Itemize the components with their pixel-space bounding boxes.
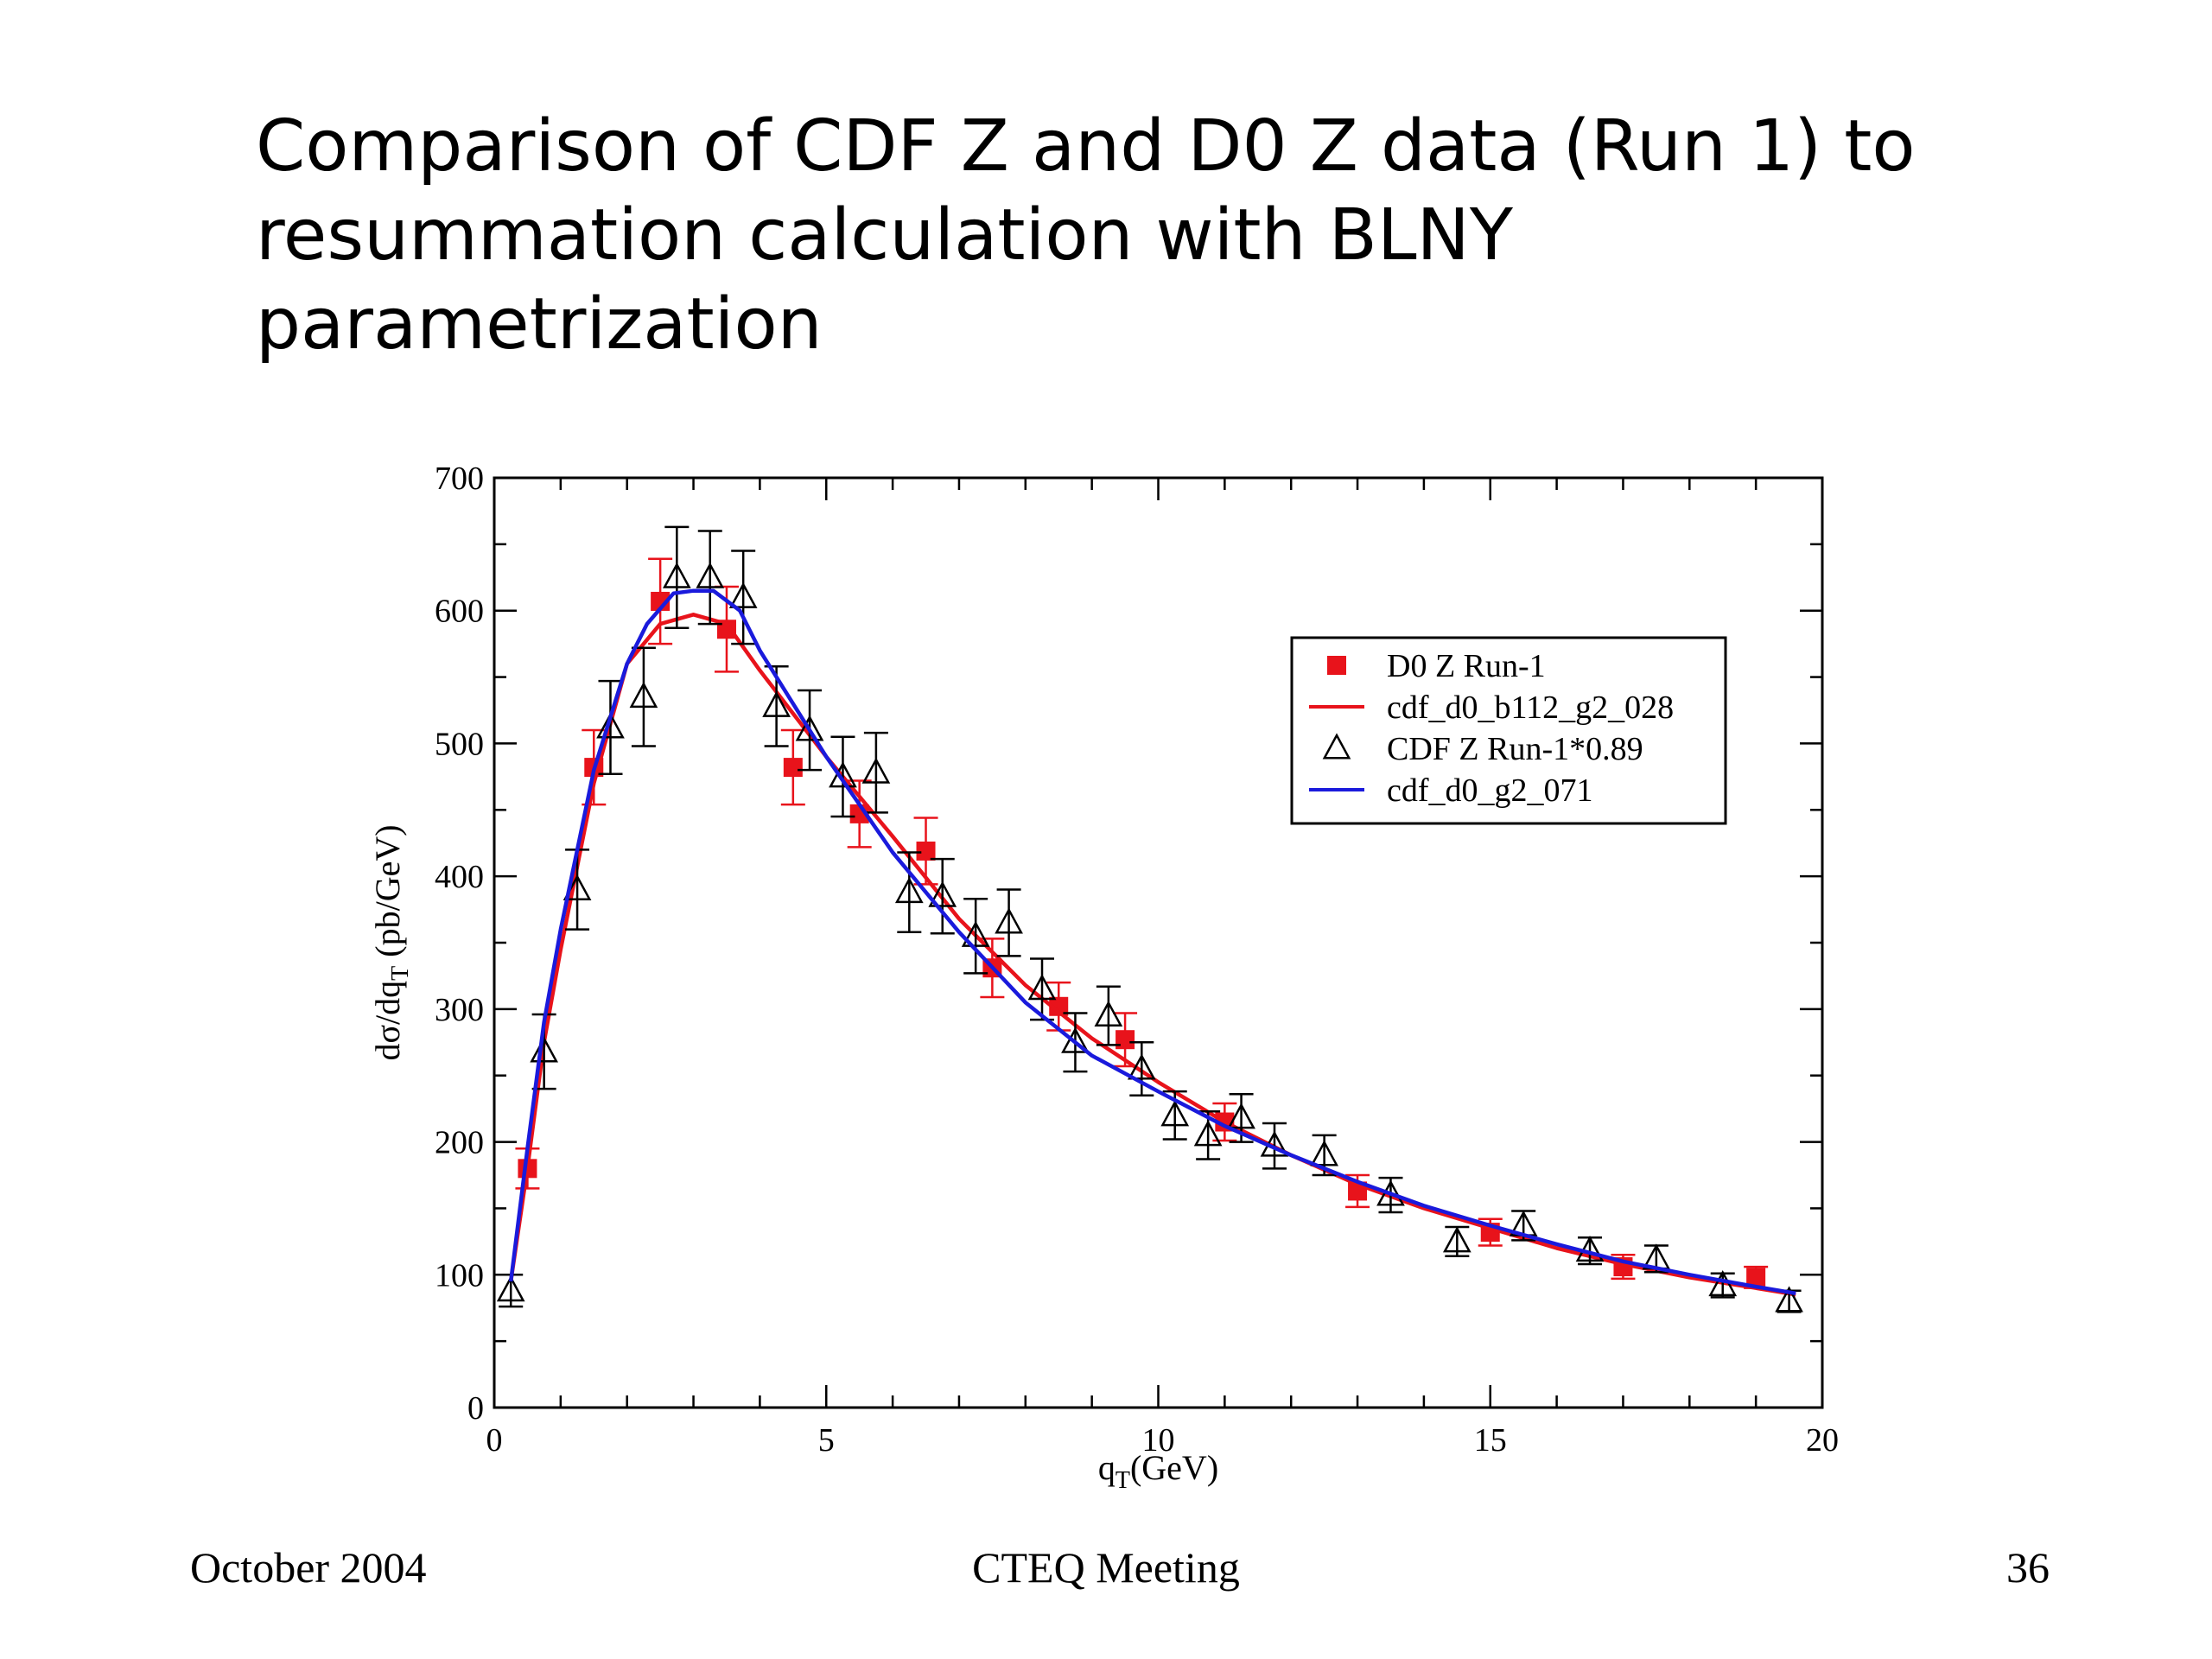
legend-label: cdf_d0_b112_g2_028 bbox=[1387, 690, 1674, 726]
cdf-data-point bbox=[995, 907, 1023, 934]
x-tick-label: 15 bbox=[1474, 1422, 1507, 1459]
slide-title-line-3: parametrization bbox=[256, 283, 823, 365]
cdf-data-point bbox=[1027, 974, 1057, 1001]
d0-data-point bbox=[1049, 996, 1069, 1016]
cdf-data-point bbox=[1061, 1027, 1090, 1053]
y-tick-label: 0 bbox=[467, 1390, 484, 1427]
x-tick-label: 10 bbox=[1142, 1422, 1175, 1459]
y-tick-label: 200 bbox=[435, 1125, 484, 1161]
cdf-data-point bbox=[728, 582, 758, 608]
chart-marks bbox=[496, 525, 1803, 1313]
series-line-cdf_d0_g2_071 bbox=[508, 588, 1796, 1296]
slide-title: Comparison of CDF Z and D0 Z data (Run 1… bbox=[256, 102, 1984, 369]
cdf-data-point bbox=[1227, 1103, 1255, 1129]
series-line-cdf_d0_b112_g2_028 bbox=[508, 613, 1796, 1297]
footer-meeting: CTEQ Meeting bbox=[972, 1543, 1240, 1592]
cdf-data-point bbox=[795, 715, 824, 741]
cdf-data-point bbox=[596, 712, 625, 739]
cdf-data-point bbox=[1127, 1053, 1156, 1080]
legend-square-swatch bbox=[1327, 656, 1346, 675]
cdf-data-point bbox=[861, 757, 891, 784]
d0-data-point bbox=[1116, 1030, 1135, 1050]
cdf-data-point bbox=[530, 1036, 558, 1063]
y-tick-label: 600 bbox=[435, 594, 484, 630]
legend-label: D0 Z Run-1 bbox=[1387, 648, 1546, 684]
cdf-data-point bbox=[894, 876, 924, 904]
x-tick-label: 5 bbox=[818, 1422, 835, 1459]
y-tick-label: 100 bbox=[435, 1257, 484, 1294]
d0-data-point bbox=[916, 841, 936, 861]
axis-labels: 0 5 10 15 200100200300400500600700qT(GeV)dσ/… bbox=[368, 461, 1839, 1494]
legend: D0 Z Run-1 cdf_d0_b112_g2_028 CDF Z Run-1*… bbox=[1290, 636, 1727, 825]
legend-triangle-swatch bbox=[1322, 733, 1351, 760]
cdf-data-point bbox=[696, 562, 725, 588]
x-axis-label: qT(GeV) bbox=[1098, 1448, 1218, 1494]
cdf-data-point bbox=[1193, 1120, 1223, 1147]
footer-page-number: 36 bbox=[2006, 1543, 2050, 1592]
y-tick-label: 300 bbox=[435, 992, 484, 1028]
cdf-data-point bbox=[1775, 1286, 1803, 1313]
cdf-data-point bbox=[1310, 1140, 1338, 1166]
plot-frame bbox=[493, 476, 1824, 1409]
x-tick-label: 0 bbox=[486, 1422, 503, 1459]
legend-label: cdf_d0_g2_071 bbox=[1387, 772, 1593, 809]
cdf-data-point bbox=[662, 562, 691, 588]
x-tick-label: 20 bbox=[1806, 1422, 1839, 1459]
cdf-data-point bbox=[1442, 1226, 1471, 1253]
y-tick-label: 500 bbox=[435, 726, 484, 762]
y-axis-label: dσ/dqT (pb/GeV) bbox=[368, 824, 414, 1060]
cdf-data-point bbox=[1160, 1100, 1190, 1127]
slide-title-line-1: Comparison of CDF Z and D0 Z data (Run 1… bbox=[256, 105, 1916, 188]
legend-label: CDF Z Run-1*0.89 bbox=[1387, 731, 1643, 767]
cdf-data-point bbox=[629, 682, 658, 709]
slide-title-line-2: resummation calculation with BLNY bbox=[256, 194, 1513, 276]
footer-date: October 2004 bbox=[190, 1543, 427, 1592]
cdf-data-point bbox=[1094, 1000, 1123, 1027]
y-tick-label: 400 bbox=[435, 859, 484, 895]
cdf-data-point bbox=[928, 880, 957, 907]
d0-data-point bbox=[783, 758, 803, 778]
d0-data-point bbox=[1746, 1268, 1766, 1287]
y-tick-label: 700 bbox=[435, 461, 484, 497]
cdf-data-point bbox=[961, 920, 990, 947]
legend-box bbox=[1290, 636, 1727, 825]
cdf-data-point bbox=[496, 1275, 525, 1302]
cdf-data-point bbox=[762, 690, 791, 717]
